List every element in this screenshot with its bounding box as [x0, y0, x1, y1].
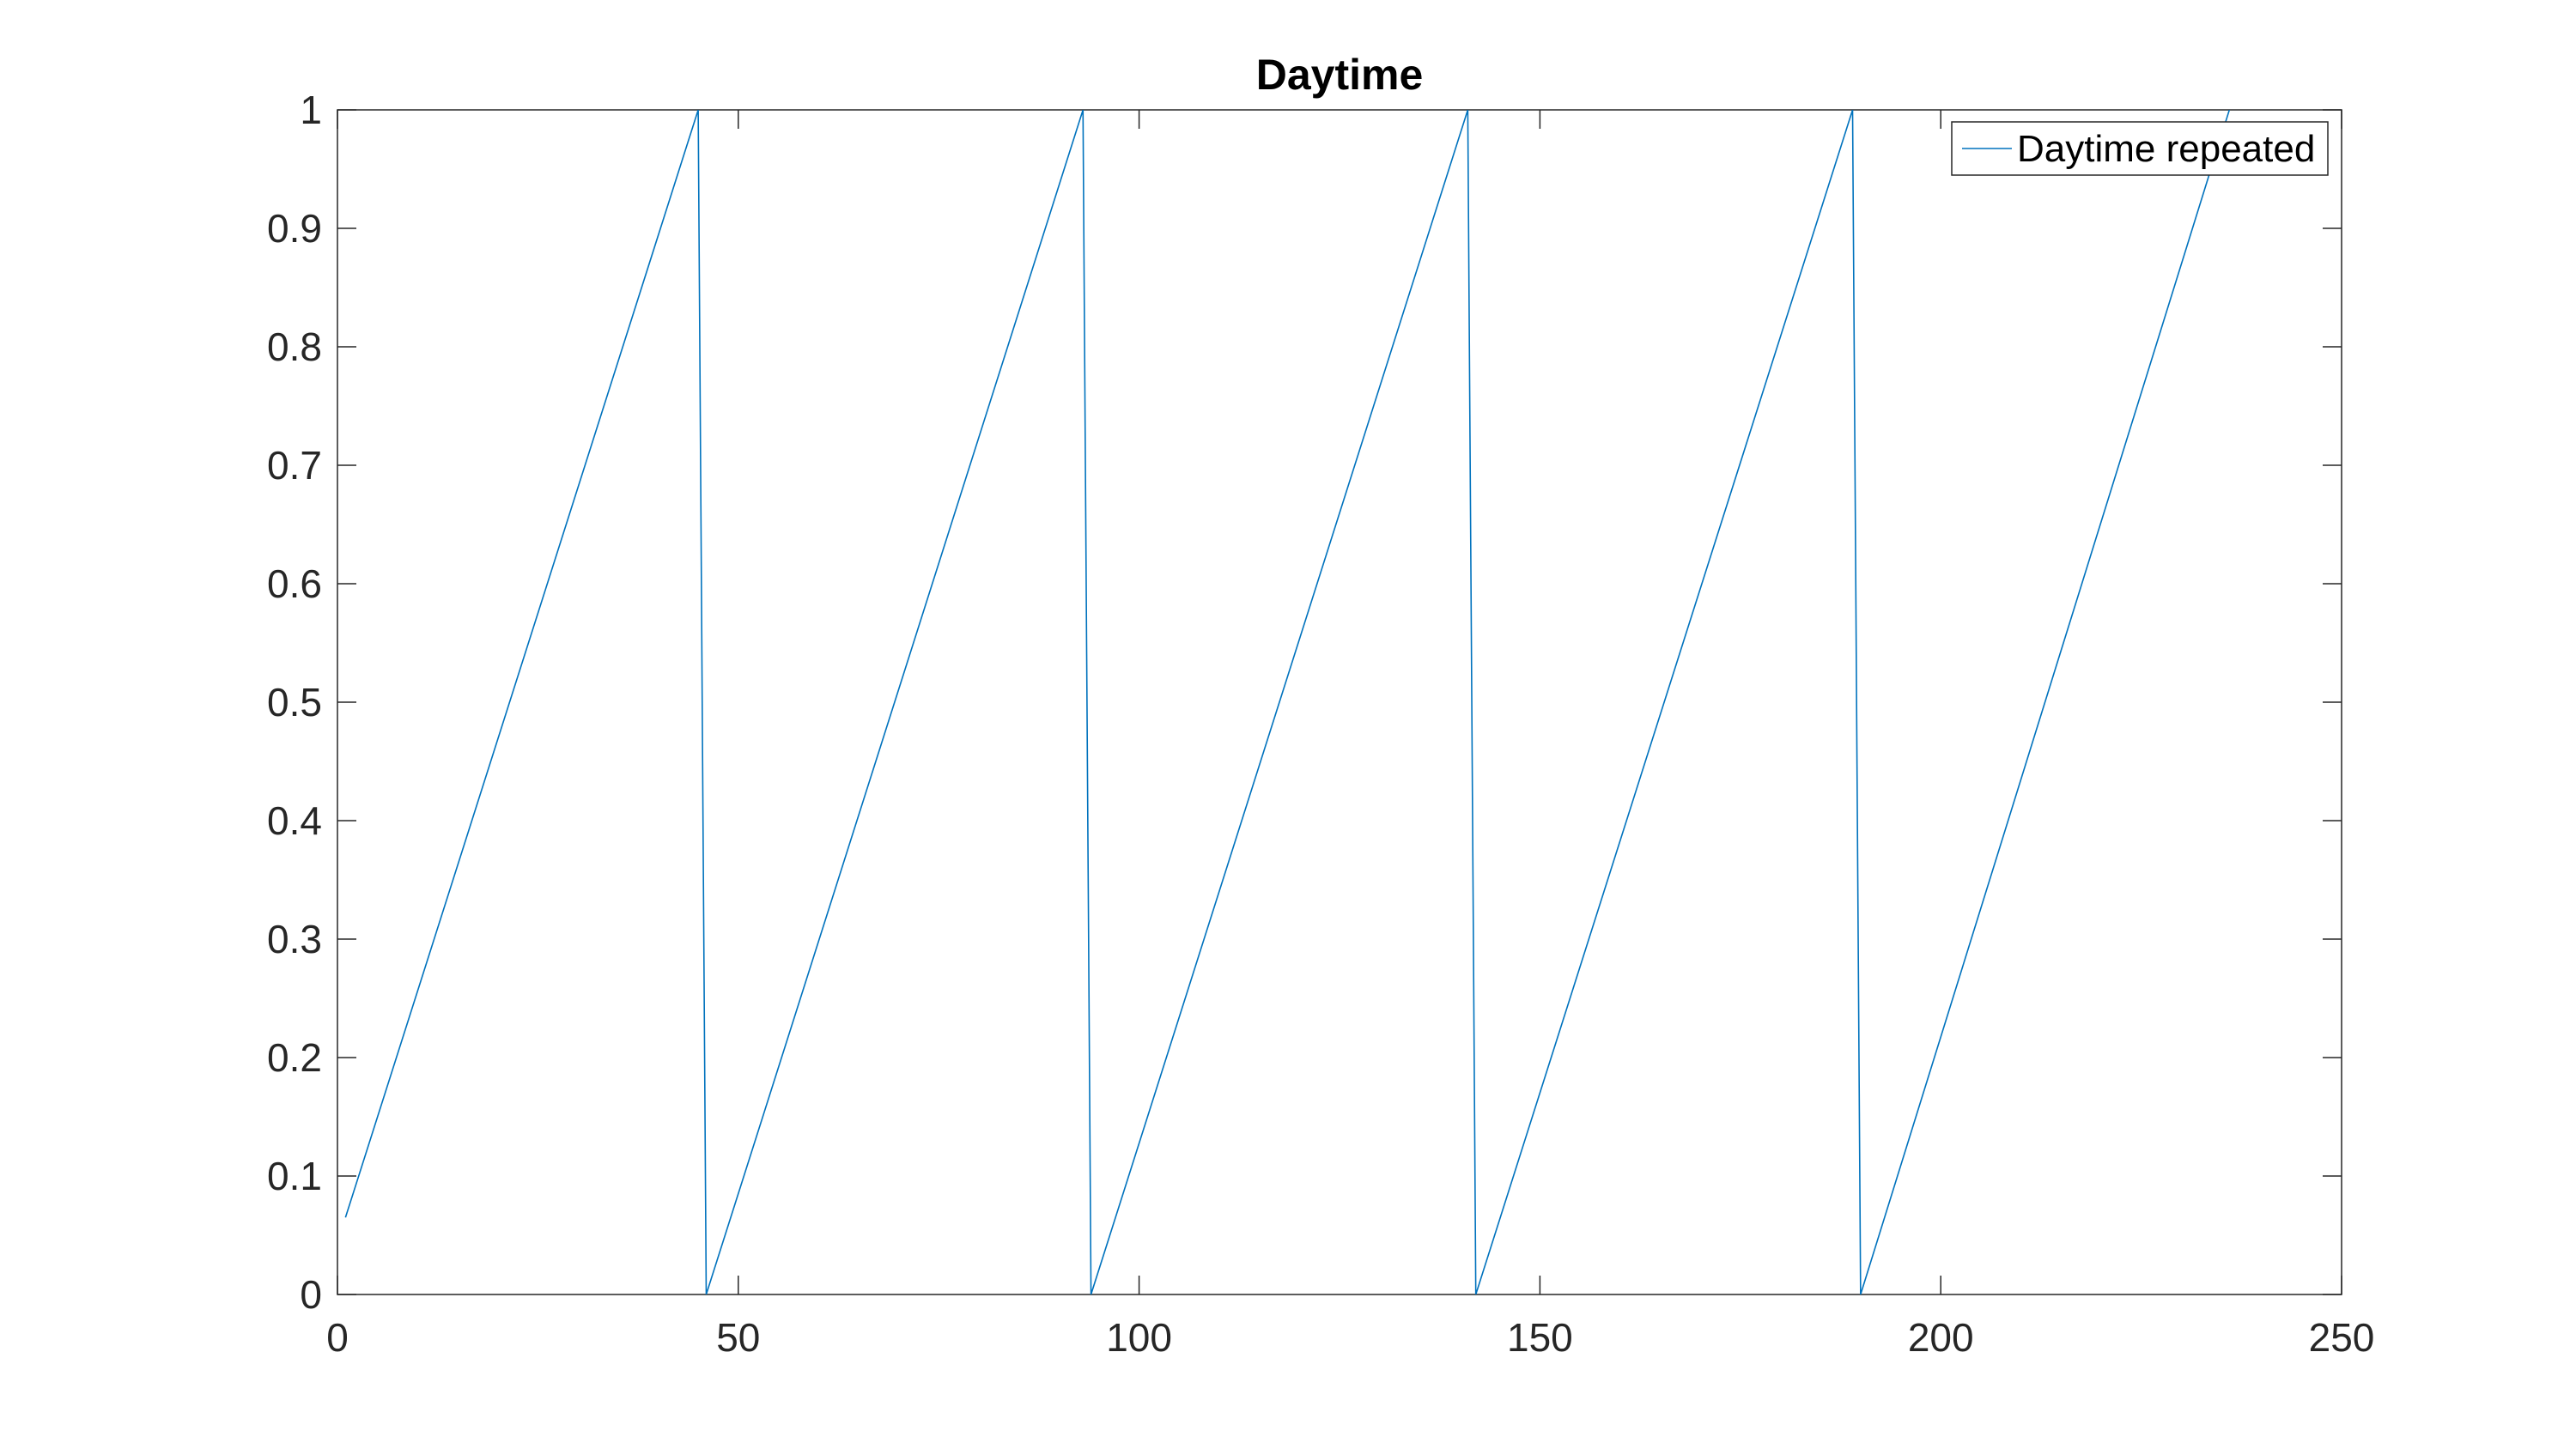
y-tick-label: 1: [300, 88, 322, 132]
legend-box: [1951, 121, 2329, 176]
chart-title: Daytime: [1256, 51, 1424, 99]
x-axis: 0 50 100 150 200 250: [326, 110, 2374, 1360]
y-tick-label: 0.9: [267, 206, 322, 251]
x-tick-label: 250: [2309, 1315, 2375, 1360]
legend[interactable]: Daytime repeated: [1951, 121, 2329, 176]
y-tick-label: 0.2: [267, 1035, 322, 1080]
y-tick-label: 0.4: [267, 798, 322, 843]
y-tick-label: 0.3: [267, 917, 322, 961]
x-tick-label: 0: [326, 1315, 349, 1360]
x-tick-label: 100: [1106, 1315, 1172, 1360]
series-layer: [344, 110, 2231, 1294]
y-tick-label: 0.5: [267, 680, 322, 724]
y-tick-label: 0.8: [267, 324, 322, 369]
y-axis: 0 0.1 0.2 0.3 0.4 0.5 0.6 0.7 0.8 0.9 1: [267, 88, 2342, 1317]
y-tick-label: 0.7: [267, 443, 322, 488]
axes-frame: [337, 109, 2342, 1295]
axes-box: [337, 109, 2342, 1295]
x-tick-label: 200: [1908, 1315, 1974, 1360]
y-tick-label: 0: [300, 1272, 322, 1317]
x-tick-label: 150: [1507, 1315, 1573, 1360]
x-tick-label: 50: [716, 1315, 760, 1360]
series-line-0: [344, 110, 2231, 1294]
y-tick-label: 0.1: [267, 1154, 322, 1198]
y-tick-label: 0.6: [267, 561, 322, 606]
legend-label: Daytime repeated: [2017, 128, 2315, 170]
